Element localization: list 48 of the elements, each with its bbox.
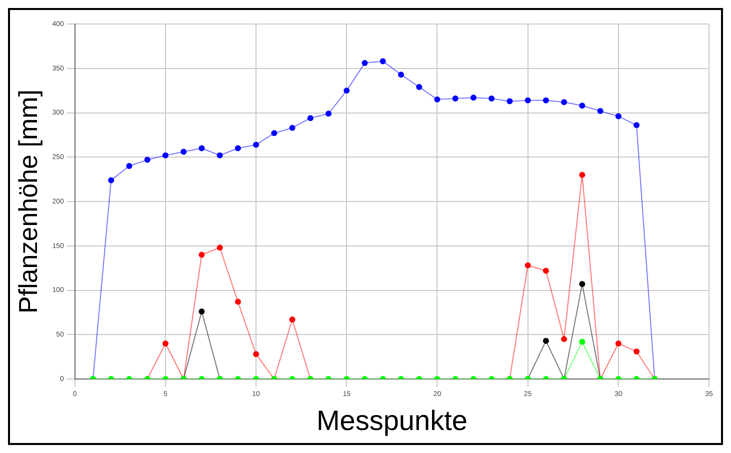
point [561,336,568,342]
point [579,102,586,109]
point [416,84,422,90]
point [234,145,241,152]
point [271,130,278,136]
point [542,268,549,274]
point [634,348,640,354]
point [398,72,404,78]
point [524,97,531,104]
point [198,252,205,258]
point [253,351,260,358]
point [542,97,549,104]
point [253,142,260,148]
point [216,152,223,158]
point [380,58,386,64]
point [615,113,622,120]
point [307,115,314,122]
point [470,94,476,101]
point [506,98,513,104]
point [524,262,531,268]
point [434,96,440,102]
point [362,60,368,66]
point [488,96,495,102]
point [144,156,150,163]
point [634,122,640,128]
point [452,96,458,102]
point [180,148,187,155]
point [579,338,586,345]
point [344,88,350,94]
point [198,308,205,315]
point [108,177,114,184]
point [542,338,549,344]
point [561,99,568,106]
point [126,163,132,169]
point [198,145,205,152]
point [289,124,296,131]
point [579,172,586,178]
y-axis-title: Pflanzenhöhe [mm] [12,89,43,314]
x-axis-title: Messpunkte [316,404,468,436]
point [615,340,622,346]
point [597,108,604,114]
point [162,340,168,346]
point [162,152,168,158]
point [289,316,296,323]
point [216,244,223,251]
point [326,110,332,117]
point [234,298,241,305]
point [579,281,586,288]
